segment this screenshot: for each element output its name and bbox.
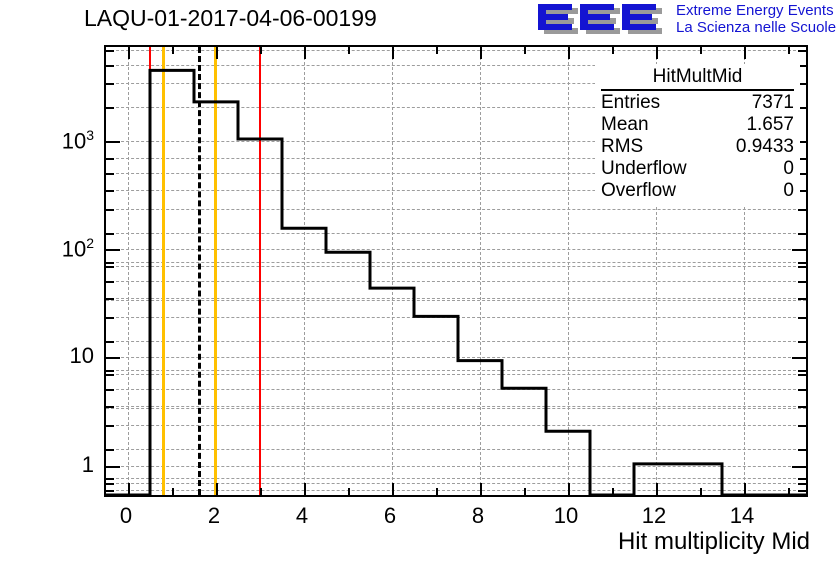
eee-logo-mark	[538, 4, 666, 36]
plot-inner	[106, 47, 806, 495]
page-title: LAQU-01-2017-04-06-00199	[84, 5, 377, 31]
gridline-y-2000	[106, 107, 806, 108]
gridline-x-6	[392, 47, 393, 495]
xtick-major-14	[744, 483, 746, 495]
stats-value-mean: 1.657	[746, 114, 794, 135]
xtick-major-2	[216, 483, 218, 495]
xtick-major-6	[392, 483, 394, 495]
ytick-major-10	[106, 357, 120, 359]
gridline-y-1	[106, 466, 806, 467]
logo-line-2: La Scienza nelle Scuole	[676, 19, 836, 36]
stats-label-overflow: Overflow	[601, 180, 676, 201]
gridline-x-14	[744, 47, 745, 495]
gridline-y-600	[106, 209, 806, 210]
stats-label-underflow: Underflow	[601, 158, 687, 179]
xtick-major-4	[304, 483, 306, 495]
gridline-y-100	[106, 249, 806, 250]
stats-value-overflow: 0	[783, 180, 794, 201]
xtick-label-8: 8	[471, 503, 485, 528]
gridline-x-0	[128, 47, 129, 495]
gridline-y-10	[106, 357, 806, 358]
stats-row-overflow: Overflow 0	[601, 180, 794, 202]
stats-label-rms: RMS	[601, 136, 644, 157]
xtick-label-6: 6	[383, 503, 397, 528]
marker-red-high	[259, 47, 261, 495]
xtick-major-0	[128, 483, 130, 495]
gridline-y-30	[106, 408, 806, 409]
stats-row-underflow: Underflow 0	[601, 158, 794, 180]
ytick-major-1000	[106, 141, 120, 143]
gridline-y-4	[106, 478, 806, 479]
xtick-label-2: 2	[207, 503, 221, 528]
gridline-y-1000	[106, 141, 806, 142]
xtick-major-10	[568, 483, 570, 495]
gridline-y-700	[106, 190, 806, 191]
logo-line-1: Extreme Energy Events	[676, 2, 834, 19]
logo-letter-e-2	[580, 4, 620, 34]
gridline-x-8	[480, 47, 481, 495]
gridline-y-900	[106, 158, 806, 159]
xtick-label-0: 0	[119, 503, 133, 528]
logo-letter-e-3	[622, 4, 662, 34]
gridline-y-9	[106, 374, 806, 375]
gridline-x-10	[568, 47, 569, 495]
ytick-label-10: 10	[69, 343, 94, 368]
ytick-label-1000: 103	[61, 127, 94, 154]
gridline-y-0p9	[106, 483, 806, 484]
gridline-x-12	[656, 47, 657, 495]
stats-value-rms: 0.9433	[735, 136, 794, 157]
marker-orange-high	[214, 47, 217, 495]
plot-frame: HitMultMid Entries 7371 Mean 1.657 RMS 0…	[104, 45, 808, 497]
xtick-label-4: 4	[295, 503, 309, 528]
stats-row-entries: Entries 7371	[601, 92, 794, 114]
stats-value-entries: 7371	[751, 92, 794, 113]
gridline-x-4	[304, 47, 305, 495]
gridline-y-5	[106, 449, 806, 450]
stats-title: HitMultMid	[601, 66, 794, 91]
ytick-major-1	[106, 466, 120, 468]
xtick-label-10: 10	[553, 503, 579, 528]
marker-orange-low	[162, 47, 165, 495]
gridline-y-0p8	[106, 490, 806, 491]
gridline-y-80	[106, 281, 806, 282]
stats-label-mean: Mean	[601, 114, 649, 135]
gridline-y-5000	[106, 50, 806, 51]
gridline-y-70	[106, 298, 806, 299]
gridline-y-800	[106, 173, 806, 174]
stats-row-rms: RMS 0.9433	[601, 136, 794, 158]
ytick-major-100	[106, 249, 120, 251]
stats-row-mean: Mean 1.657	[601, 114, 794, 136]
gridline-y-500	[106, 233, 806, 234]
ytick-label-100: 102	[61, 235, 94, 262]
stats-label-entries: Entries	[601, 92, 661, 113]
gridline-y-300	[106, 300, 806, 301]
gridline-y-3000	[106, 83, 806, 84]
stats-box: HitMultMid Entries 7371 Mean 1.657 RMS 0…	[595, 64, 800, 205]
stats-value-underflow: 0	[783, 158, 794, 179]
xtick-major-8	[480, 483, 482, 495]
ytick-label-1: 1	[81, 452, 94, 477]
eee-logo: Extreme Energy Events La Scienza nelle S…	[538, 2, 836, 38]
gridline-y-50	[106, 341, 806, 342]
gridline-y-7	[106, 406, 806, 407]
gridline-y-4000	[106, 65, 806, 66]
histogram-curve	[106, 68, 806, 495]
x-axis-title: Hit multiplicity Mid	[617, 528, 810, 555]
marker-mean-dashed	[198, 47, 201, 495]
xtick-major-12	[656, 483, 658, 495]
gridline-y-40	[106, 370, 806, 371]
xtick-label-12: 12	[641, 503, 667, 528]
logo-letter-e-1	[538, 4, 578, 34]
gridline-y-400	[106, 262, 806, 263]
xtick-label-14: 14	[729, 503, 755, 528]
gridline-y-6	[106, 425, 806, 426]
gridline-y-90	[106, 266, 806, 267]
eee-logo-text: Extreme Energy Events La Scienza nelle S…	[676, 2, 836, 36]
gridline-y-8	[106, 389, 806, 390]
